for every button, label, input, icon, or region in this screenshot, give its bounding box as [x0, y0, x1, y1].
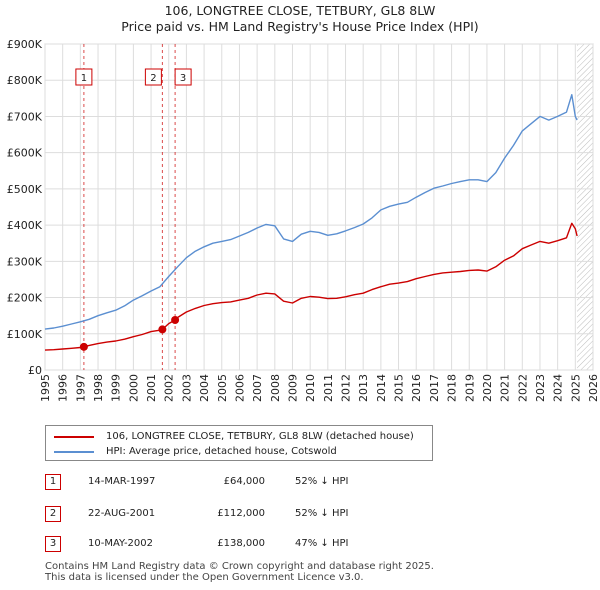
y-tick-label: £700K — [7, 110, 43, 123]
x-tick-label: 2026 — [587, 374, 600, 402]
x-tick-label: 1999 — [110, 374, 123, 402]
x-tick-label: 1995 — [39, 374, 52, 402]
y-tick-label: £0 — [28, 364, 42, 377]
transaction-date: 14-MAR-1997 — [88, 476, 156, 487]
sale-number-box — [174, 68, 192, 86]
chart-title-line2: Price paid vs. HM Land Registry's House … — [121, 19, 479, 34]
transaction-hpi-diff: 52% ↓ HPI — [295, 508, 349, 519]
sale-number-label: 1 — [81, 73, 87, 84]
footer-licence: This data is licensed under the Open Gov… — [45, 572, 364, 583]
transaction-row: 2 22-AUG-2001 £112,000 52% ↓ HPI — [45, 506, 465, 524]
x-tick-label: 1996 — [57, 374, 70, 402]
x-tick-label: 2019 — [463, 374, 476, 402]
transaction-row: 1 14-MAR-1997 £64,000 52% ↓ HPI — [45, 474, 465, 492]
transaction-date: 22-AUG-2001 — [88, 508, 156, 519]
transaction-number: 1 — [45, 474, 61, 490]
x-tick-label: 2017 — [428, 374, 441, 402]
x-tick-label: 2000 — [127, 374, 140, 402]
transaction-number: 2 — [45, 506, 61, 522]
x-tick-label: 1997 — [74, 374, 87, 402]
x-tick-label: 1998 — [92, 374, 105, 402]
y-tick-label: £400K — [7, 219, 43, 232]
chart-title-line1: 106, LONGTREE CLOSE, TETBURY, GL8 8LW — [164, 3, 436, 18]
hpi-line — [44, 93, 578, 330]
x-tick-label: 2008 — [269, 374, 282, 402]
x-tick-label: 2016 — [410, 374, 423, 402]
transaction-number: 3 — [45, 536, 61, 552]
transaction-price: £138,000 — [217, 538, 265, 549]
legend-label-hpi: HPI: Average price, detached house, Cots… — [106, 446, 337, 457]
transaction-price: £112,000 — [217, 508, 265, 519]
x-tick-label: 2023 — [534, 374, 547, 402]
transaction-date: 10-MAY-2002 — [88, 538, 154, 549]
x-tick-label: 2012 — [340, 374, 353, 402]
legend-swatch-property — [54, 436, 94, 438]
y-tick-label: £200K — [7, 292, 43, 305]
legend-swatch-hpi — [54, 451, 94, 453]
x-tick-label: 2002 — [163, 374, 176, 402]
x-tick-label: 2024 — [552, 374, 565, 402]
x-tick-label: 2025 — [569, 374, 582, 402]
x-tick-label: 2014 — [375, 374, 388, 402]
footer-copyright: Contains HM Land Registry data © Crown c… — [45, 561, 434, 572]
sale-number-label: 3 — [180, 73, 186, 84]
x-tick-label: 2004 — [198, 374, 211, 402]
x-tick-label: 2013 — [357, 374, 370, 402]
y-tick-label: £100K — [7, 328, 43, 341]
sale-point — [79, 342, 88, 351]
x-tick-label: 2020 — [481, 374, 494, 402]
property-price-line — [44, 222, 578, 351]
transaction-hpi-diff: 52% ↓ HPI — [295, 476, 349, 487]
y-tick-label: £600K — [7, 147, 43, 160]
footer: Contains HM Land Registry data © Crown c… — [45, 561, 434, 583]
x-tick-label: 2022 — [516, 374, 529, 402]
sale-number-label: 2 — [150, 73, 156, 84]
forecast-hatch — [577, 44, 593, 370]
x-tick-label: 2009 — [286, 374, 299, 402]
legend: 106, LONGTREE CLOSE, TETBURY, GL8 8LW (d… — [45, 425, 433, 461]
x-tick-label: 2001 — [145, 374, 158, 402]
y-tick-label: £500K — [7, 183, 43, 196]
x-tick-label: 2005 — [216, 374, 229, 402]
price-chart: £0 £100K £200K £300K £400K £500K £600K £700K £80… — [7, 38, 600, 402]
x-tick-label: 2018 — [446, 374, 459, 402]
chart-title: 106, LONGTREE CLOSE, TETBURY, GL8 8LW Pr… — [0, 3, 600, 35]
y-tick-label: £300K — [7, 255, 43, 268]
x-tick-label: 2015 — [393, 374, 406, 402]
x-tick-label: 2007 — [251, 374, 264, 402]
sale-number-box — [75, 68, 93, 86]
x-tick-label: 2010 — [304, 374, 317, 402]
x-tick-label: 2006 — [233, 374, 246, 402]
sale-point — [171, 316, 180, 325]
sale-point — [158, 325, 167, 334]
sale-number-box — [144, 68, 162, 86]
y-tick-label: £900K — [7, 38, 43, 51]
transaction-hpi-diff: 47% ↓ HPI — [295, 538, 349, 549]
x-tick-label: 2011 — [322, 374, 335, 402]
legend-label-property: 106, LONGTREE CLOSE, TETBURY, GL8 8LW (d… — [106, 431, 414, 442]
x-tick-label: 2003 — [180, 374, 193, 402]
plot-area — [44, 43, 594, 371]
y-tick-label: £800K — [7, 74, 43, 87]
transaction-price: £64,000 — [223, 476, 265, 487]
transaction-row: 3 10-MAY-2002 £138,000 47% ↓ HPI — [45, 536, 465, 554]
x-tick-label: 2021 — [499, 374, 512, 402]
